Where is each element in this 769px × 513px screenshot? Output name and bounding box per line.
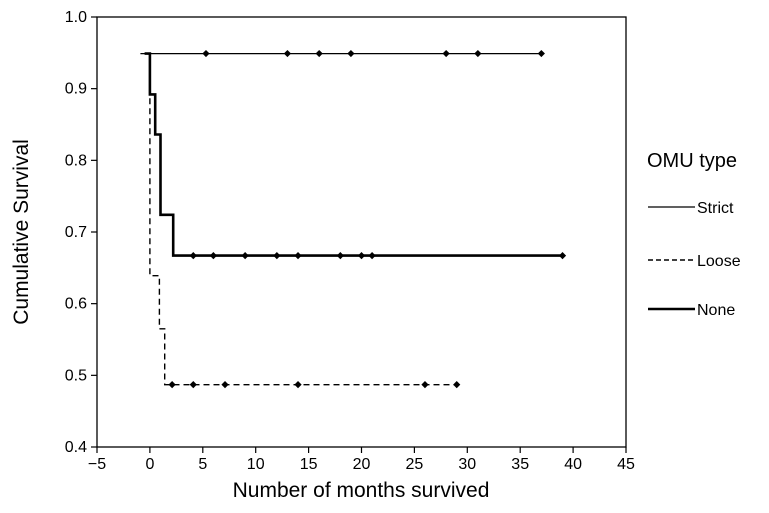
censor-marker-loose [294, 381, 302, 389]
axis-ticks: −5 0 5 10 15 20 25 30 35 40 45 0.4 0.5 0.6 0.7 0.8 0.9 1.… [65, 9, 635, 473]
x-axis-title: Number of months survived [233, 479, 490, 502]
censor-marker-none [209, 252, 217, 260]
x-tick-label: 15 [300, 456, 318, 473]
censor-marker-none [241, 252, 249, 260]
y-tick-label: 0.8 [65, 152, 87, 169]
censor-marker-strict [442, 49, 450, 58]
censor-marker-strict [347, 49, 355, 58]
censor-marker-loose [421, 381, 429, 389]
censor-marker-loose [453, 381, 461, 389]
censor-marker-strict [537, 49, 545, 58]
legend-label-loose: Loose [697, 253, 741, 270]
plot-frame [96, 16, 627, 448]
x-tick-label: 30 [458, 456, 476, 473]
censor-marker-none [294, 252, 302, 260]
series-layer [140, 49, 567, 389]
x-tick-label: 0 [145, 456, 154, 473]
legend-label-none: None [697, 302, 735, 319]
x-tick-label: 40 [564, 456, 582, 473]
censor-marker-loose [189, 381, 197, 389]
y-tick-label: 1.0 [65, 9, 87, 26]
censor-marker-loose [221, 381, 229, 389]
censor-marker-loose [168, 381, 176, 389]
legend-label-strict: Strict [697, 200, 734, 217]
x-tick-label: 5 [198, 456, 207, 473]
censor-marker-none [336, 252, 344, 260]
censor-marker-none [189, 252, 197, 260]
censor-marker-none [357, 252, 366, 260]
censor-marker-none [558, 252, 567, 260]
y-tick-label: 0.6 [65, 296, 87, 313]
censor-marker-strict [202, 49, 210, 58]
censor-marker-strict [474, 49, 482, 58]
x-tick-label: −5 [88, 456, 106, 473]
x-tick-label: 45 [617, 456, 635, 473]
x-tick-label: 20 [353, 456, 371, 473]
censor-marker-strict [283, 49, 292, 58]
legend: Strict Loose None [648, 200, 741, 319]
series-line-none [144, 52, 563, 257]
y-tick-label: 0.5 [65, 367, 87, 384]
censor-marker-none [368, 252, 376, 260]
x-tick-label: 25 [406, 456, 424, 473]
x-tick-label: 35 [511, 456, 529, 473]
censor-marker-strict [315, 49, 323, 58]
censor-marker-none [273, 252, 281, 260]
y-axis-title: Cumulative Survival [10, 139, 33, 325]
y-tick-label: 0.7 [65, 224, 87, 241]
series-line-loose [144, 52, 457, 386]
x-tick-label: 10 [247, 456, 265, 473]
y-tick-label: 0.4 [65, 439, 87, 456]
y-tick-label: 0.9 [65, 81, 87, 98]
legend-title: OMU type [647, 150, 737, 172]
